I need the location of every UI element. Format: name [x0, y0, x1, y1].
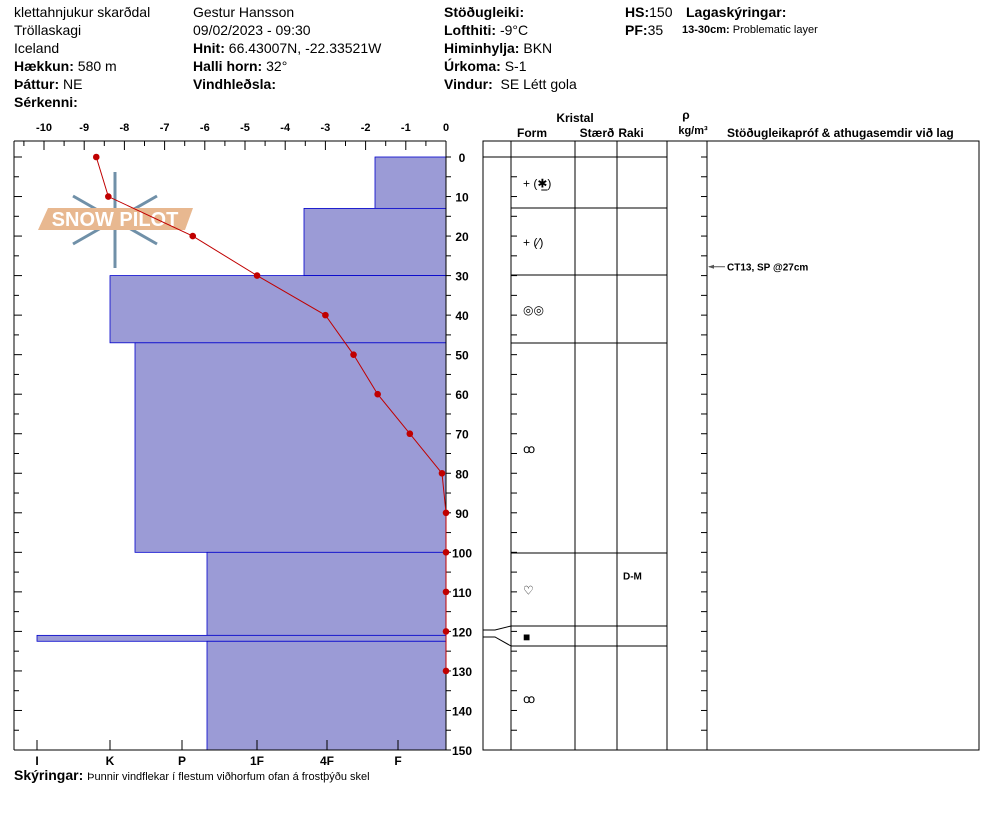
temperature-point	[442, 588, 450, 596]
temperature-point	[92, 153, 100, 161]
temperature-point	[322, 311, 329, 319]
footer-notes: Skýringar: Þunnir vindflekar í flestum v…	[14, 767, 370, 783]
hardness-bar	[134, 342, 447, 553]
logo-banner	[38, 208, 193, 230]
temperature-point	[105, 193, 112, 200]
grain-form: ꝏ	[523, 442, 535, 456]
hardness-bar	[206, 551, 447, 636]
temperature-line	[95, 156, 447, 671]
location: klettahnjukur skarðdal	[14, 4, 151, 20]
layer-note: 13-30cm: Problematic layer	[682, 24, 818, 36]
density-symbol: ρ	[682, 108, 689, 122]
temp-label: -10	[36, 122, 52, 134]
air-temp: Lofthiti: -9°C	[444, 22, 529, 38]
stability-label: Stöðugleiki:	[444, 4, 525, 20]
layer-connector	[483, 625, 512, 631]
temperature-point	[350, 351, 357, 358]
temperature-point	[374, 390, 381, 398]
country: Iceland	[14, 40, 60, 56]
hardness-bar	[303, 207, 447, 276]
temperature-point	[438, 469, 446, 477]
temp-label: -2	[361, 122, 371, 134]
layer-table	[482, 140, 980, 751]
wind-loading-label: Vindhleðsla:	[193, 76, 276, 92]
depth-label: 150	[452, 744, 472, 758]
elevation: Hækkun: 580 m	[14, 58, 117, 74]
pf: PF:35	[625, 22, 664, 38]
grain-form: ◎◎	[523, 303, 544, 317]
range: Tröllaskagi	[14, 22, 82, 38]
crystal-header: Kristal	[556, 111, 593, 125]
grain-form: + (✱̲)	[523, 177, 551, 191]
temperature-point	[442, 628, 450, 635]
density-unit: kg/m³	[678, 125, 708, 137]
observer: Gestur Hansson	[193, 4, 295, 20]
depth-label: 130	[452, 665, 472, 679]
hardness-label: F	[394, 754, 401, 768]
layer-connector	[483, 636, 512, 647]
depth-label: 100	[452, 546, 472, 560]
moisture-header: Raki	[618, 126, 643, 140]
coords: Hnit: 66.43007N, -22.33521W	[193, 40, 382, 56]
temp-label: -7	[160, 122, 170, 134]
temp-label: -4	[280, 122, 291, 134]
depth-label: 30	[455, 270, 469, 284]
temp-label: -5	[240, 122, 250, 134]
grain-form: ꝏ	[523, 692, 535, 706]
depth-label: 120	[452, 625, 472, 639]
depth-label: 50	[455, 349, 469, 363]
temp-label: -9	[79, 122, 89, 134]
size-header: Stærð	[580, 126, 615, 140]
temperature-point	[406, 430, 414, 438]
depth-label: 0	[459, 151, 466, 165]
hardness-bar	[36, 634, 447, 642]
hardness-bar	[109, 275, 447, 344]
temp-label: -3	[321, 122, 331, 134]
grain-form: ■	[523, 630, 530, 644]
hardness-bar	[206, 640, 447, 751]
hardness-label: 1F	[250, 754, 264, 768]
arrow-head-icon	[708, 264, 714, 269]
stability-test-result: CT13, SP @27cm	[727, 263, 808, 274]
aspect: Þáttur: NE	[14, 76, 83, 92]
hardness-label: 4F	[320, 754, 334, 768]
hardness-label: P	[178, 754, 186, 768]
depth-label: 90	[455, 507, 469, 521]
temp-label: -1	[401, 122, 411, 134]
depth-label: 70	[455, 428, 469, 442]
grain-form: ♡	[523, 584, 534, 598]
hs: HS:150	[625, 4, 673, 20]
temperature-point	[442, 549, 450, 556]
depth-label: 110	[452, 586, 472, 600]
temperature-point	[442, 667, 450, 675]
temp-label: -8	[120, 122, 130, 134]
hardness-label: K	[106, 754, 115, 768]
moisture: D-M	[623, 572, 642, 583]
depth-label: 40	[455, 309, 469, 323]
datetime: 09/02/2023 - 09:30	[193, 22, 311, 38]
depth-label: 80	[455, 467, 469, 481]
hardness-bar	[374, 156, 447, 209]
comments-header: Stöðugleikapróf & athugasemdir við lag	[727, 126, 954, 140]
depth-label: 140	[452, 704, 472, 718]
temp-label: 0	[443, 122, 449, 134]
depth-label: 20	[455, 230, 469, 244]
temperature-point	[253, 272, 261, 279]
features-label: Sérkenni:	[14, 94, 78, 110]
layer-notes-label: Lagaskýringar:	[686, 4, 787, 20]
slope: Halli horn: 32°	[193, 58, 288, 74]
form-header: Form	[517, 126, 547, 140]
temperature-point	[189, 232, 197, 240]
precip: Úrkoma: S-1	[444, 58, 527, 74]
sky: Himinhylja: BKN	[444, 40, 553, 56]
wind: Vindur: SE Létt gola	[444, 76, 577, 92]
grain-form: + (⁄)	[523, 236, 543, 250]
temp-label: -6	[200, 122, 210, 134]
depth-label: 10	[455, 191, 469, 205]
depth-label: 60	[455, 388, 469, 402]
temperature-point	[442, 509, 450, 517]
hardness-label: I	[35, 754, 38, 768]
